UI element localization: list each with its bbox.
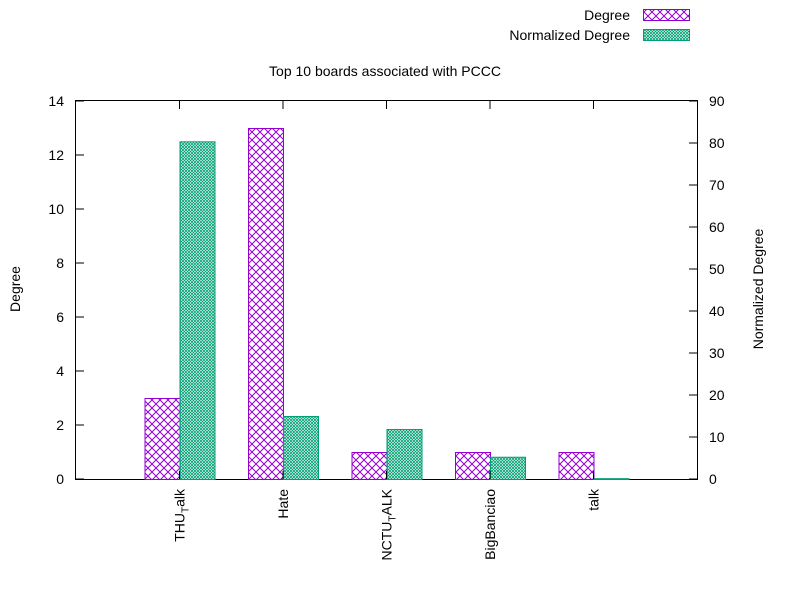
x-tick-label-subscript: T	[181, 507, 192, 513]
x-tick-label: Hate	[275, 489, 291, 519]
bars	[144, 128, 630, 481]
legend-label-degree: Degree	[584, 7, 630, 23]
legend-swatch-normalized-degree	[643, 29, 690, 41]
y-tick-label: 2	[56, 417, 64, 433]
y-axis-ticks: 0 2 4 6 8 10 12 14	[48, 93, 84, 487]
bar-normalized-degree	[283, 416, 319, 480]
y2-axis-label: Normalized Degree	[750, 228, 766, 349]
bar-normalized-degree	[490, 456, 526, 480]
y2-tick-label: 10	[709, 429, 725, 445]
bar-normalized-degree	[593, 478, 630, 481]
y-tick-label: 6	[56, 309, 64, 325]
bar-normalized-degree	[386, 429, 423, 480]
y2-tick-label: 60	[709, 219, 725, 235]
y2-tick-label: 30	[709, 345, 725, 361]
x-tick-label: talk	[586, 488, 602, 511]
x-tick-label-main: THU	[172, 513, 188, 542]
x-tick-label: BigBanciao	[482, 489, 498, 560]
y-tick-label: 12	[48, 147, 64, 163]
y-tick-label: 8	[56, 255, 64, 271]
legend-label-normalized-degree: Normalized Degree	[509, 27, 630, 43]
y2-axis-ticks: 0 10 20 30 40 50 60 70 80 90	[689, 93, 725, 487]
bar-degree	[144, 398, 181, 480]
x-tick-label-main: talk	[586, 488, 602, 511]
x-tick-label-main: Hate	[275, 489, 291, 519]
x-tick-label-subscript: T	[388, 515, 399, 521]
bar-normalized-degree	[179, 141, 216, 480]
x-tick-label: NCTUTALK	[379, 488, 399, 560]
bar-degree	[248, 128, 284, 480]
y2-tick-label: 20	[709, 387, 725, 403]
y2-tick-label: 40	[709, 303, 725, 319]
y2-tick-label: 80	[709, 135, 725, 151]
x-tick-label-rest: ALK	[379, 488, 395, 515]
legend: Degree Normalized Degree	[509, 7, 690, 43]
y-tick-label: 14	[48, 93, 64, 109]
legend-swatch-degree	[643, 9, 690, 21]
chart-title: Top 10 boards associated with PCCC	[269, 63, 501, 79]
bar-degree	[351, 452, 388, 480]
y-tick-label: 10	[48, 201, 64, 217]
y-tick-label: 0	[56, 471, 64, 487]
y-tick-label: 4	[56, 363, 64, 379]
bar-degree	[455, 452, 491, 480]
y2-tick-label: 50	[709, 261, 725, 277]
x-tick-label-rest: alk	[172, 488, 188, 507]
x-tick-label-main: BigBanciao	[482, 489, 498, 560]
y2-tick-label: 0	[709, 471, 717, 487]
y2-tick-label: 70	[709, 177, 725, 193]
bar-degree	[558, 452, 595, 480]
y2-tick-label: 90	[709, 93, 725, 109]
y-axis-label: Degree	[7, 266, 23, 312]
x-tick-label: THUTalk	[172, 488, 192, 542]
x-tick-label-main: NCTU	[379, 522, 395, 561]
